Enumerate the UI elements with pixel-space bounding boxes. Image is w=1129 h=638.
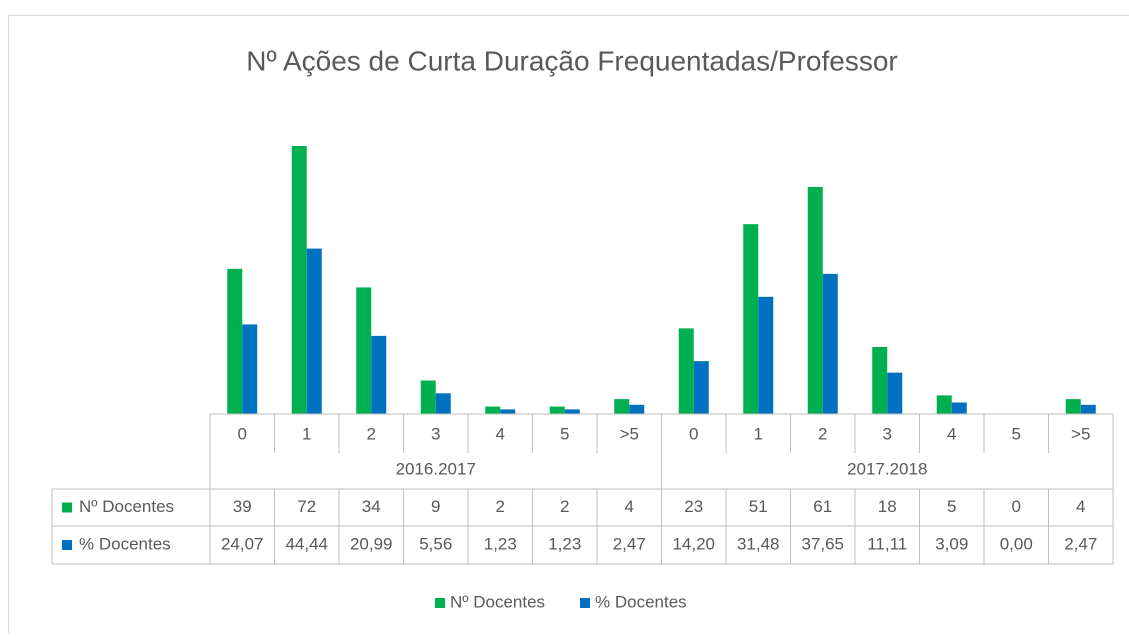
table-value: 0 [1012,497,1021,516]
bar [808,187,823,414]
table-value: 11,11 [867,534,907,553]
table-value: 2,47 [1064,534,1097,553]
bar [565,409,580,414]
x-tick-label: 1 [302,424,311,443]
x-tick-label: 2 [818,424,827,443]
bar [242,324,257,414]
x-tick-label: 3 [883,424,892,443]
table-value: 5 [947,497,956,516]
bar [292,146,307,414]
bar [1066,399,1081,414]
bar [887,373,902,414]
table-value: 4 [625,497,634,516]
table-value: 5,56 [419,534,452,553]
table-value: 2 [560,497,569,516]
bar [629,405,644,414]
bar [758,297,773,414]
table-value: 1,23 [484,534,517,553]
table-value: 44,44 [285,534,328,553]
table-value: 34 [362,497,381,516]
bar [743,224,758,414]
table-value: 23 [684,497,703,516]
table-value: 31,48 [737,534,780,553]
bar [436,393,451,414]
table-value: 20,99 [350,534,393,553]
group-label: 2016.2017 [396,459,476,478]
bar [371,336,386,414]
bar [485,407,500,414]
bar [421,381,436,415]
bar [1081,405,1096,414]
bar [823,274,838,414]
table-value: 3,09 [935,534,968,553]
table-value: 14,20 [672,534,715,553]
table-value: 18 [878,497,897,516]
x-tick-label: 1 [754,424,763,443]
table-value: 2,47 [613,534,646,553]
table-series-name: % Docentes [79,534,171,553]
table-value: 51 [749,497,768,516]
table-value: 0,00 [1000,534,1033,553]
bar [872,347,887,414]
bar [550,407,565,414]
x-tick-label: >5 [620,424,639,443]
table-value: 24,07 [221,534,264,553]
bar [500,409,515,414]
table-series-name: Nº Docentes [79,497,174,516]
bar [307,249,322,414]
bar [614,399,629,414]
table-value: 61 [813,497,832,516]
table-value: 39 [233,497,252,516]
x-tick-label: 2 [367,424,376,443]
chart-title: Nº Ações de Curta Duração Frequentadas/P… [246,45,897,76]
x-tick-label: 0 [238,424,247,443]
bar [952,402,967,414]
table-value: 9 [431,497,440,516]
x-tick-label: 4 [496,424,505,443]
table-value: 2 [496,497,505,516]
legend-key [435,598,445,608]
bar [694,361,709,414]
x-tick-label: 4 [947,424,956,443]
x-tick-label: >5 [1071,424,1090,443]
table-value: 4 [1076,497,1085,516]
bar [937,395,952,414]
group-label: 2017.2018 [847,459,927,478]
table-legend-key [62,540,72,550]
x-tick-label: 3 [431,424,440,443]
table-value: 1,23 [548,534,581,553]
bar [356,287,371,414]
legend-label: % Docentes [595,592,687,611]
bar [679,328,694,414]
x-tick-label: 5 [1012,424,1021,443]
legend-key [580,598,590,608]
table-value: 72 [297,497,316,516]
table-value: 37,65 [801,534,844,553]
table-legend-key [62,503,72,513]
x-tick-label: 5 [560,424,569,443]
legend-label: Nº Docentes [450,592,545,611]
bar [227,269,242,414]
x-tick-label: 0 [689,424,698,443]
